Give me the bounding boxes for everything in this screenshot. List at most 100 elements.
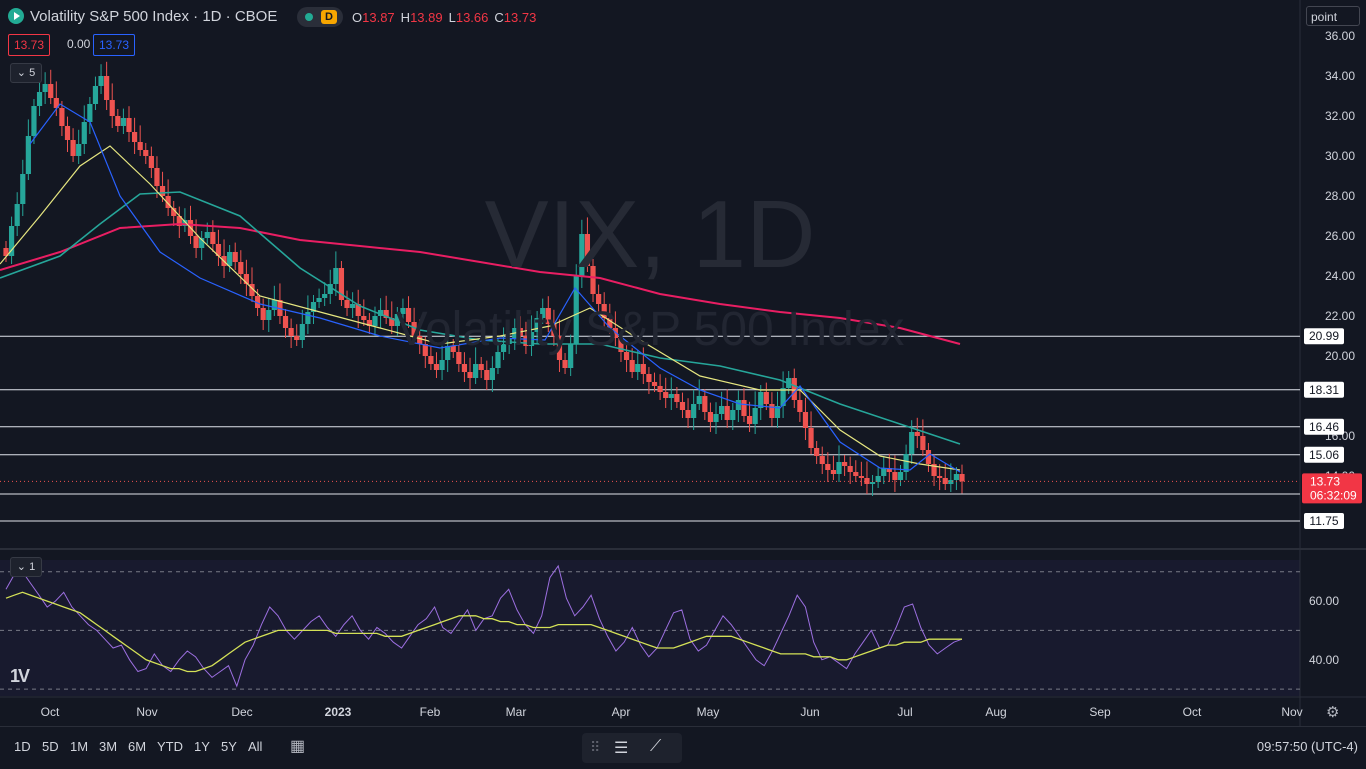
candle-body xyxy=(249,284,255,296)
candle-body xyxy=(741,400,747,416)
date-range-icon[interactable]: ▦ xyxy=(290,738,306,755)
price-level-label: 15.06 xyxy=(1309,448,1339,462)
ema-slow-line xyxy=(0,191,961,445)
candle-body xyxy=(478,364,484,370)
ask-price-badge[interactable]: 13.73 xyxy=(93,34,136,56)
candle-body xyxy=(657,386,663,392)
candle-body xyxy=(165,196,171,208)
range-button-5y[interactable]: 5Y xyxy=(221,739,237,754)
candle-body xyxy=(858,476,864,478)
time-axis-tick-label: May xyxy=(697,705,720,719)
candle-body xyxy=(305,312,311,324)
candle-body xyxy=(8,226,15,256)
candle-body xyxy=(769,404,775,418)
time-axis-tick-label: Mar xyxy=(506,705,527,719)
candle-body xyxy=(953,474,960,480)
candle-body xyxy=(489,368,495,380)
price-level-label: 20.99 xyxy=(1309,329,1339,343)
rsi-collapse-button[interactable]: ⌄ 1 xyxy=(10,557,42,577)
price-axis-tick-label: 32.00 xyxy=(1325,109,1355,123)
candle-body xyxy=(495,352,501,368)
candle-body xyxy=(327,284,333,294)
price-scale-mode[interactable]: point xyxy=(1306,6,1360,26)
candle-body xyxy=(3,248,9,256)
candle-body xyxy=(210,232,216,244)
candle-body xyxy=(288,328,294,336)
candle-body xyxy=(791,378,797,400)
candle-body xyxy=(154,168,160,186)
candle-body xyxy=(131,132,138,142)
candle-body xyxy=(254,296,261,308)
candle-body xyxy=(937,476,943,478)
candle-body xyxy=(456,352,462,364)
candle-body xyxy=(685,410,691,418)
time-axis-tick-label: Apr xyxy=(612,705,631,719)
range-button-3m[interactable]: 3M xyxy=(99,739,118,754)
price-axis-tick-label: 34.00 xyxy=(1325,69,1355,83)
candle-body xyxy=(433,364,440,370)
range-button-1d[interactable]: 1D xyxy=(14,739,31,754)
candle-body xyxy=(825,464,831,470)
drawing-tools-icon[interactable]: ⟋ xyxy=(650,738,662,755)
candle-body xyxy=(232,252,238,262)
price-axis-tick-label: 24.00 xyxy=(1325,269,1355,283)
object-tree-icon[interactable]: ☰ xyxy=(614,740,629,757)
candle-body xyxy=(875,476,881,482)
candle-body xyxy=(159,186,166,196)
candle-body xyxy=(243,274,249,284)
range-button-6m[interactable]: 6M xyxy=(128,739,147,754)
candle-body xyxy=(143,150,149,156)
candle-body xyxy=(601,304,607,318)
candle-body xyxy=(540,308,546,318)
time-axis-tick-label: Jun xyxy=(800,705,819,719)
range-button-5d[interactable]: 5D xyxy=(42,739,59,754)
price-axis-tick-label: 20.00 xyxy=(1325,349,1355,363)
bid-price-badge[interactable]: 13.73 xyxy=(8,34,51,56)
candle-body xyxy=(277,300,283,316)
price-level-label-bg xyxy=(1304,446,1344,463)
rsi-pane-bg xyxy=(0,560,1300,696)
play-icon[interactable] xyxy=(8,8,24,24)
range-button-ytd[interactable]: YTD xyxy=(157,739,183,754)
candle-body xyxy=(59,108,65,126)
symbol-title[interactable]: Volatility S&P 500 Index · 1D · CBOE xyxy=(30,8,278,25)
candle-body xyxy=(126,118,132,132)
candle-body xyxy=(193,236,199,248)
candle-body xyxy=(445,346,451,360)
drag-handle-icon[interactable]: ⠿ xyxy=(590,739,601,755)
candle-body xyxy=(897,472,904,480)
range-button-1m[interactable]: 1M xyxy=(70,739,89,754)
candle-body xyxy=(573,276,579,344)
candle-body xyxy=(763,392,769,404)
candle-body xyxy=(98,76,104,86)
ohlc-values: O13.87 H13.89 L13.66 C13.73 xyxy=(352,10,542,25)
bar-countdown-label: 06:32:09 xyxy=(1310,488,1357,502)
range-button-1y[interactable]: 1Y xyxy=(194,739,210,754)
candle-body xyxy=(467,372,473,378)
candle-body xyxy=(629,360,635,372)
candle-body xyxy=(506,338,512,344)
indicators-collapse-button[interactable]: ⌄ 5 xyxy=(10,63,42,83)
chart-controls: ⠿ ☰ ⟋ xyxy=(582,733,682,763)
candle-body xyxy=(400,308,406,314)
candle-body xyxy=(696,396,702,404)
market-status-pill[interactable]: D xyxy=(297,7,343,27)
candle-body xyxy=(14,204,20,226)
rsi-axis-tick-label: 60.00 xyxy=(1309,594,1339,608)
candle-body xyxy=(48,84,54,98)
ema-200-line xyxy=(0,222,961,345)
candle-body xyxy=(808,428,814,448)
candle-body xyxy=(746,416,753,424)
candle-body xyxy=(724,406,730,420)
candle-body xyxy=(651,382,658,386)
clock[interactable]: 09:57:50 (UTC-4) xyxy=(1256,739,1358,754)
candle-body xyxy=(42,84,48,92)
price-chart[interactable]: 36.00 34.00 32.00 30.00 28.00 26.00 24.00 22.00… xyxy=(0,0,1366,726)
price-axis-tick-label: 28.00 xyxy=(1325,189,1355,203)
candle-body xyxy=(646,374,652,382)
candle-body xyxy=(668,394,674,398)
gear-icon[interactable]: ⚙ xyxy=(1326,704,1340,721)
candle-body xyxy=(450,346,456,352)
range-button-all[interactable]: All xyxy=(248,739,263,754)
price-level-label: 11.75 xyxy=(1309,514,1338,528)
